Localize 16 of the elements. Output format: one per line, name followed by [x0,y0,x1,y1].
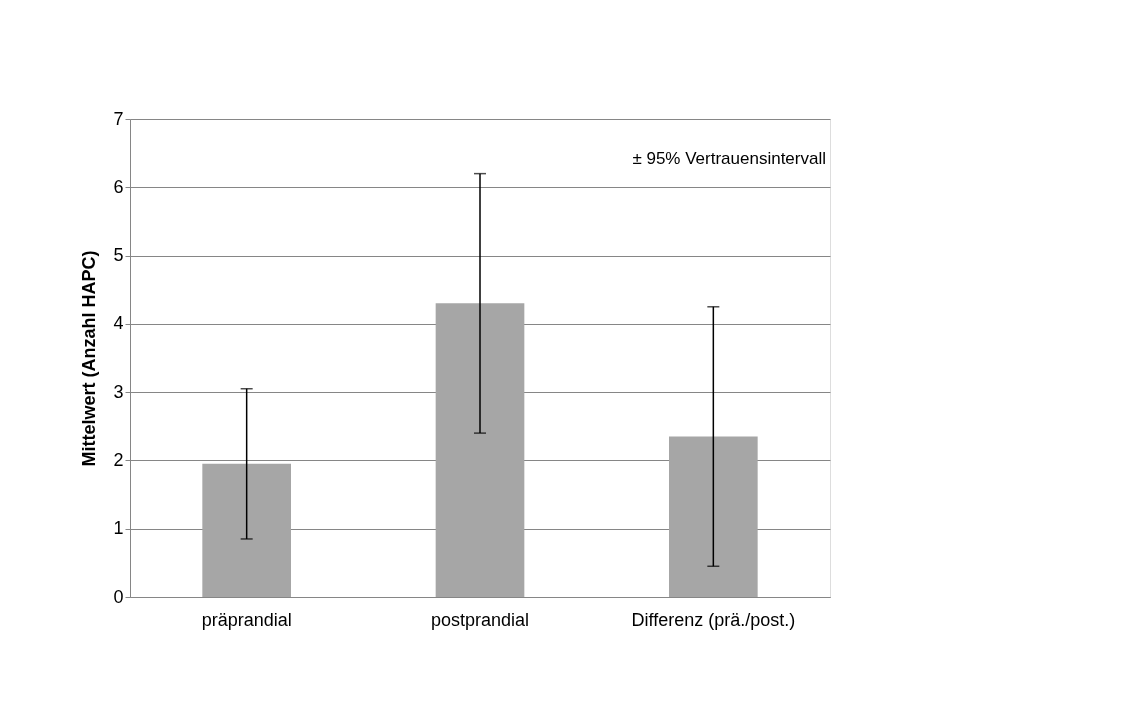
y-tick-label: 3 [113,381,124,402]
y-tick-label: 7 [113,108,124,129]
y-tick-label: 6 [113,176,124,197]
bar [669,436,758,597]
x-tick-label: Differenz (prä./post.) [631,609,796,630]
annotation: ± 95% Vertrauensintervall [632,149,826,168]
x-tick-label: präprandial [201,609,292,630]
bar [202,463,291,597]
y-tick-label: 4 [113,313,124,334]
y-tick-label: 1 [113,518,124,539]
y-tick-label: 0 [113,586,124,607]
y-axis-title: Mittelwert (Anzahl HAPC) [79,250,100,467]
y-tick-label: 5 [113,245,124,266]
x-tick-label: postprandial [430,609,530,630]
bar [435,303,525,597]
y-tick-label: 2 [113,449,124,470]
